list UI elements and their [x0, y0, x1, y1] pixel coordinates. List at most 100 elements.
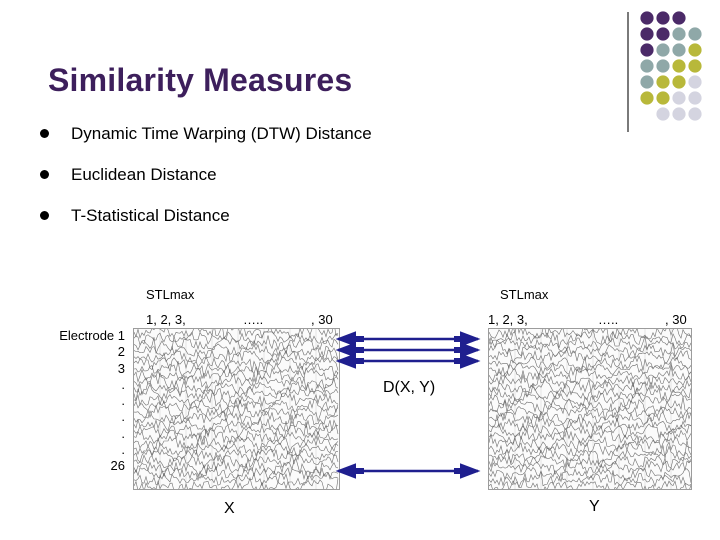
left-cols-mid: …..: [243, 312, 264, 327]
signal-trace: [134, 360, 339, 379]
decorative-dot: [672, 11, 686, 25]
signal-trace: [134, 392, 339, 408]
right-caption: Y: [589, 498, 600, 515]
arrow-end-cap: [454, 347, 464, 353]
signal-trace: [489, 423, 691, 439]
arrow-end-cap: [454, 358, 464, 364]
bullet-dot-icon: [40, 129, 49, 138]
decorative-dot: [640, 27, 654, 41]
decorative-dot: [640, 11, 654, 25]
electrode-label: .: [121, 425, 125, 441]
distance-label: D(X, Y): [383, 379, 436, 396]
decorative-dot: [656, 43, 670, 57]
signal-trace: [489, 414, 691, 432]
arrow-end-cap: [354, 336, 364, 342]
signal-trace: [134, 442, 339, 457]
signal-trace: [134, 471, 339, 487]
decorative-dot: [656, 11, 670, 25]
distance-arrows: [335, 331, 481, 479]
decorative-dot: [672, 27, 686, 41]
decorative-dot: [656, 91, 670, 105]
left-signal-panel: [133, 328, 340, 490]
bullet-text: T-Statistical Distance: [71, 206, 230, 225]
signal-trace: [489, 329, 691, 348]
signal-trace: [489, 365, 691, 383]
decorative-dot: [656, 27, 670, 41]
decorative-dot: [656, 75, 670, 89]
electrode-label: Electrode 1: [59, 328, 125, 343]
right-cols-start: 1, 2, 3,: [488, 312, 528, 327]
signal-trace: [489, 433, 691, 453]
signal-trace: [489, 342, 691, 358]
signal-trace: [134, 329, 339, 340]
right-cols-end: , 30: [665, 312, 687, 327]
decorative-dot: [640, 43, 654, 57]
decorative-dot-grid: [640, 11, 702, 121]
electrode-label: 2: [117, 344, 125, 360]
arrow-end-cap: [354, 358, 364, 364]
left-signal-traces: [134, 329, 339, 489]
decorative-dot: [656, 59, 670, 73]
bullet-dot-icon: [40, 170, 49, 179]
signal-trace: [489, 392, 691, 408]
signal-trace: [134, 383, 339, 402]
signal-trace: [134, 476, 339, 489]
signal-trace: [134, 465, 339, 482]
electrode-label: .: [121, 393, 125, 409]
signal-trace: [134, 457, 339, 476]
electrode-labels: Electrode 1 2 3 . . . . . 26: [30, 328, 125, 475]
decorative-dot: [688, 75, 702, 89]
decorative-dot: [672, 107, 686, 121]
right-header: STLmax: [500, 287, 549, 302]
decorative-dot: [640, 91, 654, 105]
signal-trace: [134, 343, 339, 361]
signal-trace: [489, 361, 691, 378]
signal-trace: [489, 470, 691, 489]
signal-trace: [489, 455, 691, 469]
arrow-end-cap: [354, 468, 364, 474]
signal-trace: [134, 331, 339, 346]
decorative-dot: [688, 59, 702, 73]
decorative-dot: [640, 75, 654, 89]
electrode-label: .: [121, 376, 125, 392]
signal-trace: [134, 398, 339, 413]
signal-trace: [489, 329, 691, 342]
signal-trace: [489, 373, 691, 390]
signal-trace: [134, 448, 338, 463]
signal-trace: [134, 414, 339, 435]
signal-trace: [489, 335, 691, 352]
electrode-label: 3: [117, 360, 125, 376]
signal-trace: [489, 427, 691, 445]
signal-trace: [489, 396, 691, 415]
signal-trace: [134, 335, 339, 354]
decorative-dot: [672, 91, 686, 105]
signal-trace: [134, 435, 339, 453]
signal-trace: [489, 384, 691, 402]
right-signal-panel: [488, 328, 692, 490]
left-cols-end: , 30: [311, 312, 333, 327]
signal-trace: [134, 377, 339, 397]
signal-trace: [134, 453, 339, 469]
decorative-dot: [672, 59, 686, 73]
arrow-end-cap: [454, 468, 464, 474]
signal-trace: [134, 349, 339, 364]
signal-trace: [489, 458, 691, 476]
signal-trace: [489, 403, 691, 421]
right-cols-mid: …..: [598, 312, 619, 327]
signal-trace: [489, 411, 691, 425]
decorative-dot: [688, 27, 702, 41]
bullet-dot-icon: [40, 211, 49, 220]
bullet-text: Euclidean Distance: [71, 165, 217, 184]
bullet-text: Dynamic Time Warping (DTW) Distance: [71, 124, 372, 143]
electrode-label: 26: [110, 458, 125, 474]
signal-trace: [489, 355, 691, 371]
electrode-label: .: [121, 409, 125, 425]
signal-trace: [489, 477, 691, 489]
decorative-dot: [672, 43, 686, 57]
decorative-vertical-line: [627, 12, 629, 132]
decorative-dot: [640, 59, 654, 73]
signal-trace: [489, 347, 691, 364]
arrow-end-cap: [354, 347, 364, 353]
signal-trace: [134, 355, 339, 373]
signal-trace: [134, 409, 339, 426]
